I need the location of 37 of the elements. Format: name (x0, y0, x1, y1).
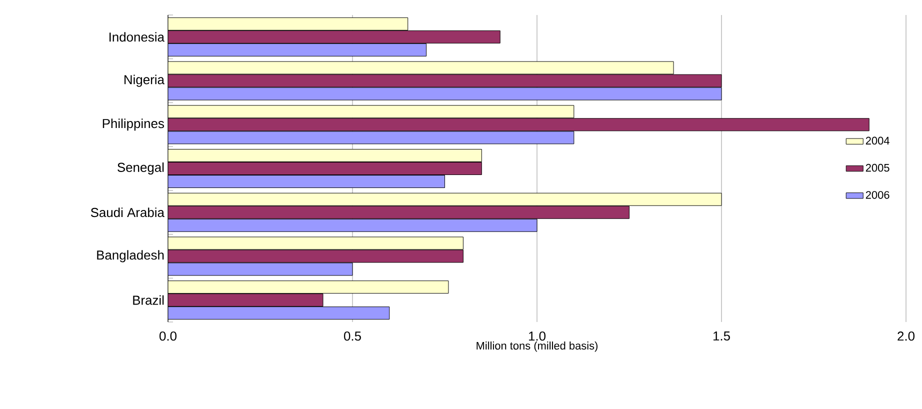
x-tick-label: 0.5 (344, 332, 361, 341)
bar (168, 236, 464, 250)
bar (168, 218, 538, 232)
bar (168, 87, 722, 100)
legend-label: 2006 (866, 191, 890, 199)
bar (168, 162, 482, 175)
x-axis-title: Million tons (milled basis) (476, 342, 598, 352)
y-tick-label: Philippines (102, 118, 164, 131)
bar (168, 280, 449, 294)
bar (168, 306, 390, 320)
bar (168, 174, 446, 188)
y-tick-label: Brazil (133, 295, 164, 305)
legend-label: 2005 (866, 164, 890, 172)
y-tick-label: Senegal (118, 162, 164, 175)
bar (168, 74, 722, 88)
y-tick-label: Saudi Arabia (90, 208, 164, 218)
y-tick-label: Nigeria (124, 74, 164, 87)
bar (168, 17, 408, 30)
x-tick-label: 0.0 (160, 332, 177, 341)
bar (168, 43, 427, 56)
bar (168, 105, 574, 118)
bar (168, 250, 464, 263)
bar (168, 131, 574, 144)
x-tick-label: 2.0 (898, 332, 915, 341)
bar (168, 192, 722, 206)
bar (168, 262, 353, 276)
bar (168, 30, 500, 44)
y-tick-label: Indonesia (110, 32, 164, 42)
bar (168, 294, 324, 307)
x-tick-label: 1.0 (528, 332, 546, 341)
bar (168, 118, 870, 132)
y-tick-label: Bangladesh (97, 250, 164, 262)
x-tick-label: 1.5 (713, 332, 730, 341)
legend-label: 2004 (866, 136, 890, 145)
bar (168, 206, 630, 219)
bar (168, 148, 482, 162)
bar (168, 61, 674, 74)
